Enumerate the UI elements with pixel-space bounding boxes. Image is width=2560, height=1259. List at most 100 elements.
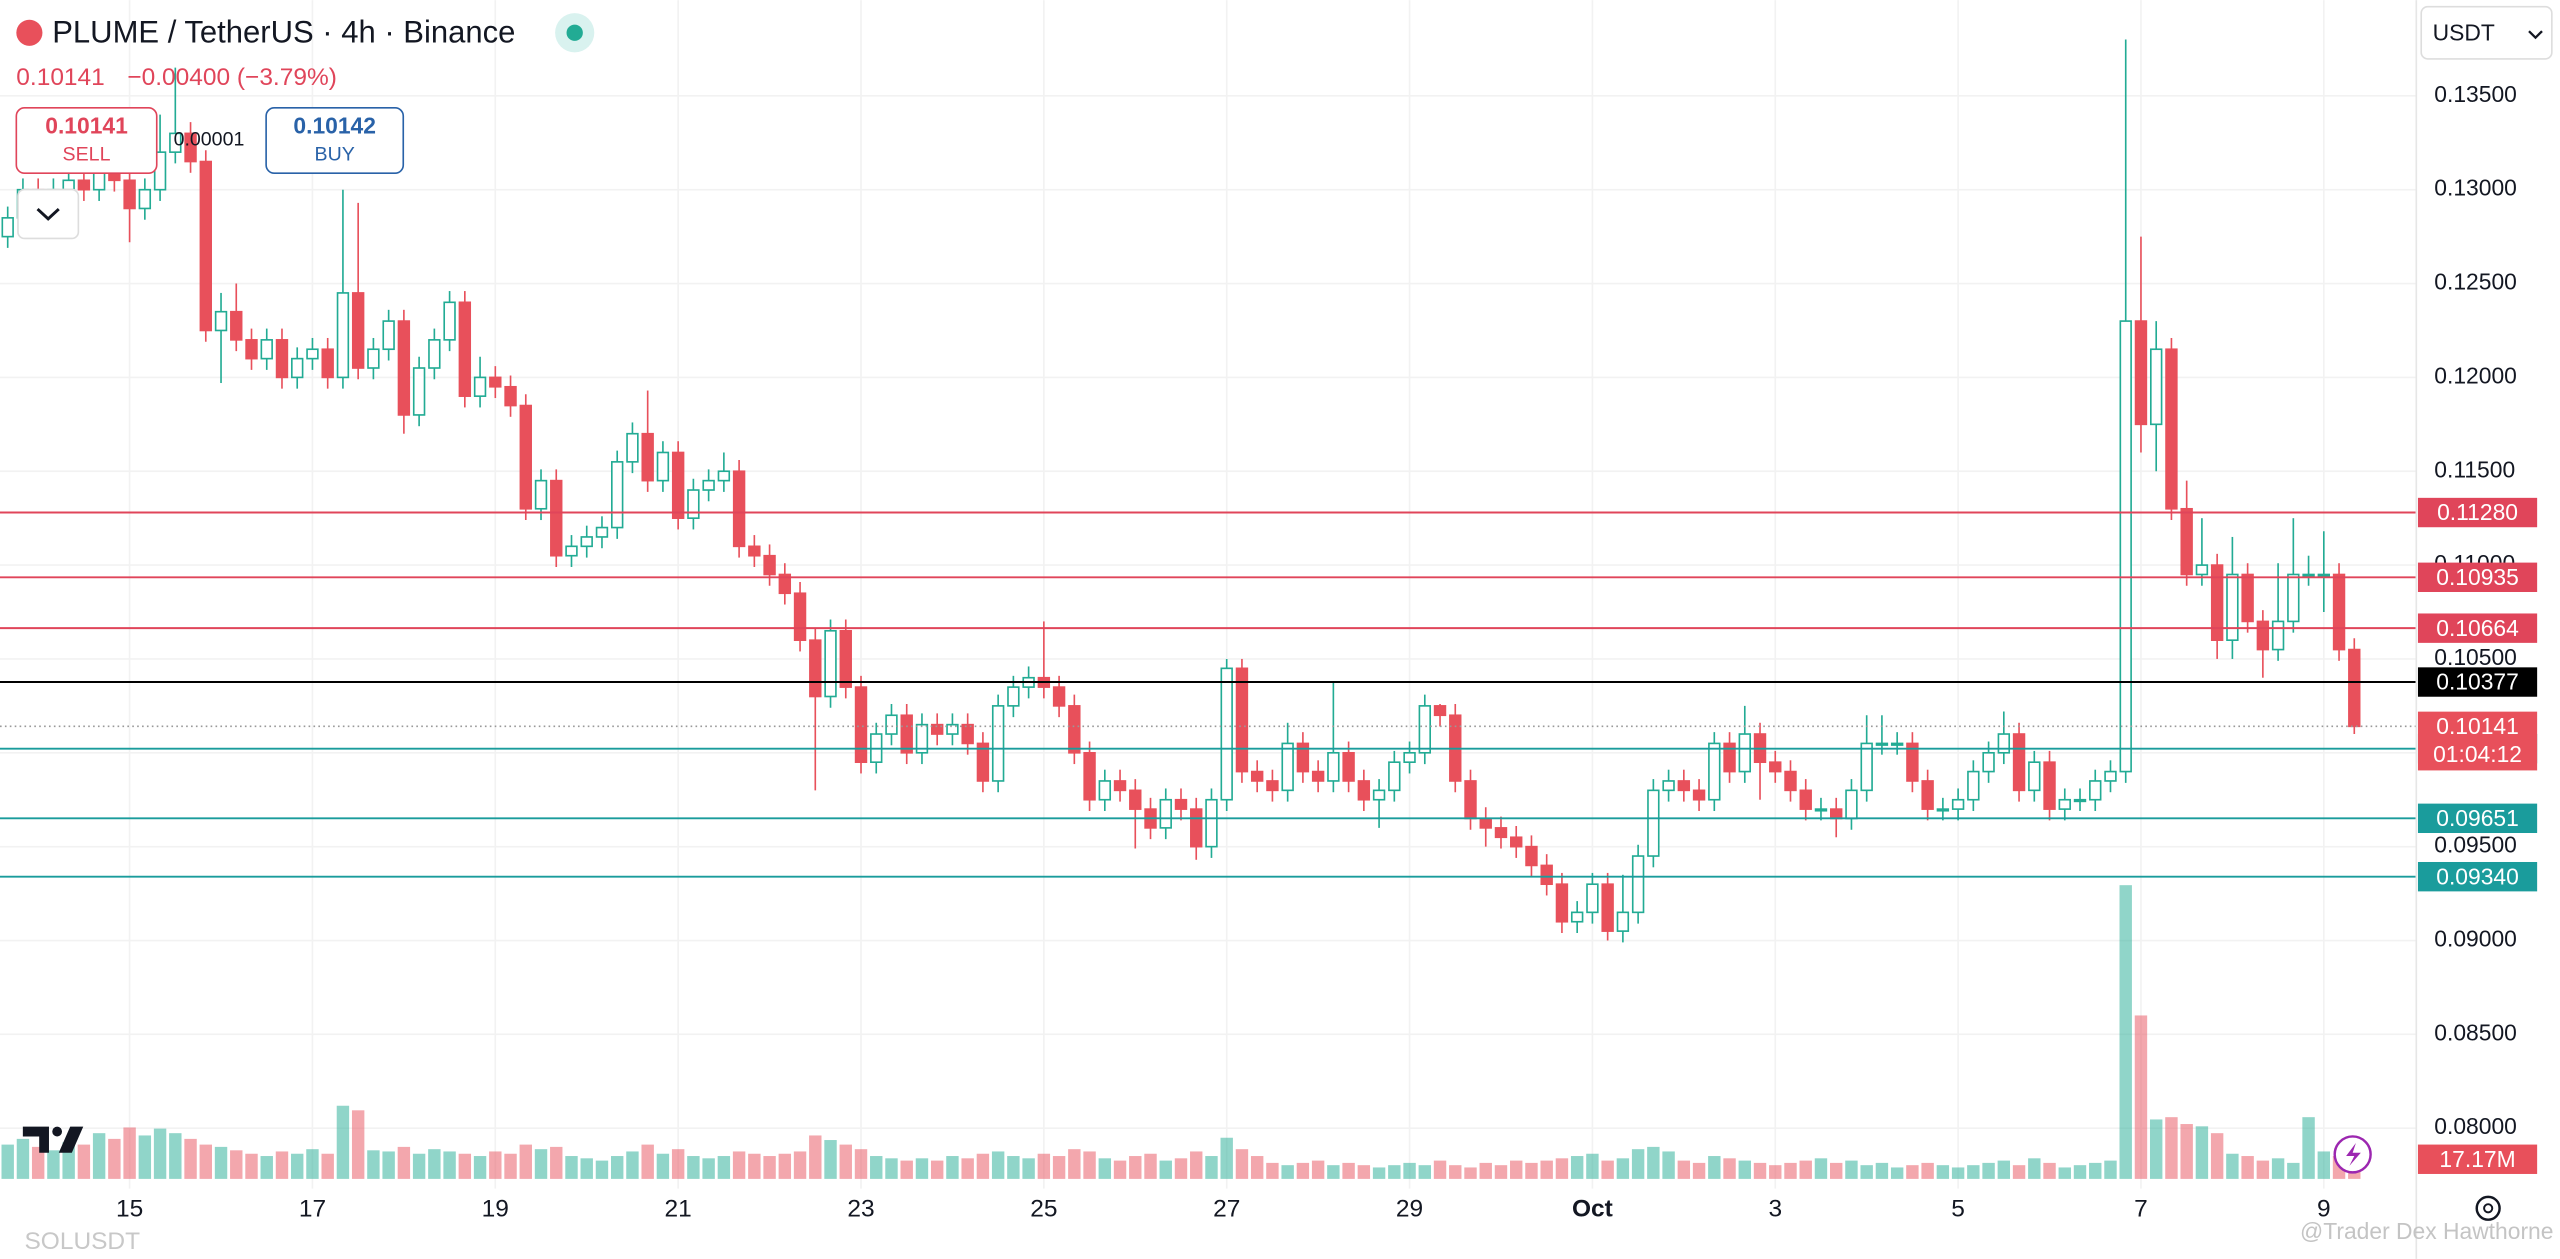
volume-bar: [1647, 1146, 1660, 1179]
candle-body: [1631, 855, 1645, 914]
candle-body: [2043, 761, 2056, 810]
price-label-layer: 0.112800.109350.106640.103770.100220.096…: [2417, 497, 2538, 1174]
price-line-label-box: [2417, 562, 2538, 592]
volume-bar: [946, 1156, 959, 1179]
sell-price[interactable]: 0.10141: [45, 112, 128, 138]
candle-body: [641, 432, 654, 482]
volume-bar: [2089, 1162, 2102, 1179]
candle-body: [1510, 836, 1523, 848]
candle-body: [2073, 798, 2087, 803]
volume-bar: [1875, 1162, 1889, 1179]
x-tick-label: 7: [2134, 1195, 2148, 1222]
volume-label-box: [2417, 1144, 2538, 1174]
logo-part: [58, 1126, 84, 1153]
volume-bar: [1296, 1162, 1310, 1179]
volume-bar: [1692, 1162, 1706, 1179]
candle-body: [184, 132, 197, 163]
dropdown-box[interactable]: [2420, 5, 2553, 60]
volume-bar: [1586, 1153, 1599, 1179]
logo-part: [52, 1126, 63, 1137]
candle-body: [580, 536, 593, 548]
volume-bar: [1144, 1153, 1157, 1179]
volume-bar: [2134, 1015, 2148, 1179]
buy-label[interactable]: BUY: [315, 143, 355, 165]
volume-bar: [870, 1156, 883, 1179]
volume-bar: [1769, 1165, 1782, 1179]
candle-body: [534, 479, 548, 510]
volume-bar: [351, 1110, 365, 1179]
candle-body: [2241, 573, 2254, 623]
settings-icon[interactable]: [2475, 1195, 2501, 1221]
candle-body: [245, 339, 258, 360]
candle-body: [214, 310, 228, 332]
volume-bar: [2302, 1117, 2315, 1179]
volume-bar: [138, 1135, 152, 1179]
volume-bar: [1982, 1162, 1995, 1179]
candle-body: [77, 179, 91, 191]
candle-body: [1113, 780, 1127, 792]
candle-body: [1068, 705, 1081, 754]
volume-bar: [1723, 1158, 1736, 1179]
candle-body: [1098, 780, 1112, 801]
buy-box[interactable]: [265, 107, 405, 174]
candle-body: [291, 357, 304, 379]
volume-bar: [1281, 1165, 1294, 1179]
y-tick-label: 0.13500: [2434, 81, 2517, 107]
chevron[interactable]: [36, 208, 60, 221]
candle-body: [778, 573, 792, 595]
currency[interactable]: USDT: [2433, 19, 2495, 45]
volume-bar: [504, 1153, 517, 1179]
status-dot: [566, 24, 583, 41]
sell-button[interactable]: 0.10141 SELL: [15, 107, 158, 174]
chart-title: PLUME / TetherUS · 4h · Binance: [52, 15, 515, 50]
price-line-label-box: [2417, 613, 2538, 643]
volume-bar: [1845, 1160, 1858, 1179]
sell-label[interactable]: SELL: [63, 143, 111, 165]
volume-bar: [1174, 1158, 1188, 1179]
volume-bar: [47, 1150, 60, 1179]
volume-bar: [641, 1144, 654, 1179]
candle-body: [1875, 742, 1889, 746]
volume-bar: [397, 1146, 411, 1179]
volume-bar: [1190, 1151, 1203, 1179]
volume-bar: [1662, 1151, 1675, 1179]
candle-body: [1890, 742, 1904, 746]
volume-bar: [1052, 1156, 1066, 1179]
candle-body: [1997, 733, 2011, 754]
volume-bar: [1555, 1158, 1569, 1179]
volume-bar: [702, 1158, 715, 1179]
volume-bar: [1311, 1160, 1325, 1179]
volume-bar: [1113, 1160, 1127, 1179]
candle-body: [1967, 770, 1980, 801]
collapse-button[interactable]: [17, 188, 80, 240]
currency-dropdown[interactable]: USDT: [2420, 5, 2553, 60]
candle-body: [2302, 573, 2315, 577]
volume-bar: [687, 1156, 700, 1179]
candle-body: [748, 545, 761, 557]
sell-box[interactable]: [15, 107, 158, 174]
volume-bar: [611, 1156, 624, 1179]
volume-bar: [16, 1138, 30, 1179]
candle-body: [504, 385, 517, 407]
collapse-box[interactable]: [17, 188, 80, 240]
candle-body: [1906, 742, 1919, 782]
dropdown-arrow[interactable]: [2528, 30, 2543, 40]
candle-body: [2104, 770, 2117, 782]
volume-bar: [1616, 1158, 1630, 1179]
y-tick-label: 0.12500: [2434, 269, 2517, 295]
alert-bolt[interactable]: [2346, 1142, 2361, 1166]
volume-bar: [1677, 1160, 1691, 1179]
buy-price[interactable]: 0.10142: [293, 112, 376, 138]
volume-bar: [1540, 1160, 1553, 1179]
x-tick-label: 3: [1768, 1195, 1782, 1222]
volume-bar: [1007, 1156, 1020, 1179]
settings-hub[interactable]: [2483, 1203, 2494, 1214]
buy-button[interactable]: 0.10142 BUY: [265, 107, 405, 174]
spread: 0.00001: [174, 129, 245, 151]
x-tick-label: 21: [665, 1195, 692, 1222]
volume-bar: [489, 1151, 502, 1179]
axis-layer: 0.135000.130000.125000.120000.115000.110…: [116, 81, 2517, 1223]
volume-bar: [580, 1158, 593, 1179]
